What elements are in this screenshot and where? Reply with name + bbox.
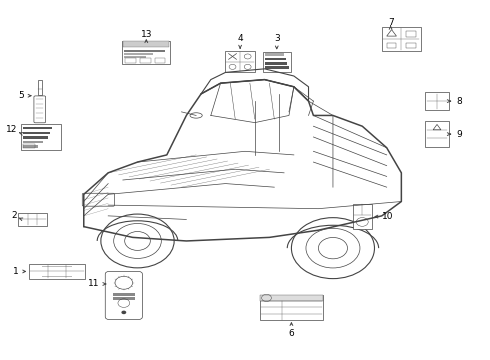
Bar <box>353 204 371 229</box>
Text: 9: 9 <box>456 130 462 139</box>
Text: 4: 4 <box>237 34 243 43</box>
Bar <box>124 53 153 55</box>
Text: 5: 5 <box>18 91 24 100</box>
Text: 11: 11 <box>88 279 99 288</box>
Bar <box>23 145 38 148</box>
Bar <box>265 62 287 65</box>
Bar <box>123 41 169 47</box>
Bar <box>23 136 48 139</box>
Circle shape <box>122 311 126 314</box>
Bar <box>425 93 449 110</box>
Text: 12: 12 <box>6 125 18 134</box>
FancyBboxPatch shape <box>34 96 46 123</box>
Bar <box>29 264 85 279</box>
Bar <box>122 41 170 64</box>
Bar <box>265 58 286 60</box>
Bar <box>23 141 43 143</box>
Bar <box>113 293 135 296</box>
Text: 1: 1 <box>12 267 18 276</box>
Bar <box>42 276 72 277</box>
Text: 8: 8 <box>456 96 462 105</box>
Bar <box>263 52 291 72</box>
Bar <box>406 43 416 49</box>
Bar <box>23 131 50 134</box>
Bar <box>406 31 416 37</box>
Bar <box>425 121 449 147</box>
Bar <box>265 66 289 69</box>
Bar <box>225 51 255 72</box>
Bar <box>260 295 323 301</box>
Bar <box>23 144 35 148</box>
Bar <box>124 56 146 58</box>
Bar <box>387 43 396 49</box>
Bar <box>38 81 42 95</box>
Text: 6: 6 <box>289 329 294 338</box>
Text: 13: 13 <box>141 30 152 39</box>
Text: 2: 2 <box>11 211 17 220</box>
Bar <box>18 213 47 226</box>
Text: 7: 7 <box>388 18 393 27</box>
Text: 3: 3 <box>274 34 280 43</box>
Bar <box>265 53 284 56</box>
Text: 10: 10 <box>382 212 394 221</box>
Bar <box>21 124 61 150</box>
FancyBboxPatch shape <box>105 271 143 319</box>
Bar <box>260 295 323 320</box>
Bar <box>113 297 135 300</box>
Bar <box>382 27 421 51</box>
Bar <box>124 50 165 52</box>
Bar <box>125 58 136 63</box>
Bar <box>42 266 72 267</box>
Bar <box>155 58 165 63</box>
Bar <box>140 58 151 63</box>
Bar <box>23 127 52 129</box>
